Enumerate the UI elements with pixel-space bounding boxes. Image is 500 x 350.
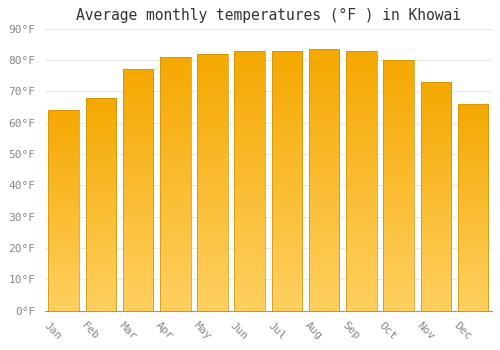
Bar — [86, 98, 116, 310]
Bar — [160, 57, 190, 310]
Bar — [123, 69, 154, 310]
Bar — [346, 51, 376, 310]
Title: Average monthly temperatures (°F ) in Khowai: Average monthly temperatures (°F ) in Kh… — [76, 8, 461, 23]
Bar — [458, 104, 488, 310]
Bar — [272, 51, 302, 310]
Bar — [48, 110, 79, 310]
Bar — [420, 82, 451, 310]
Bar — [309, 49, 340, 310]
Bar — [384, 60, 414, 310]
Bar — [198, 54, 228, 310]
Bar — [234, 51, 265, 310]
